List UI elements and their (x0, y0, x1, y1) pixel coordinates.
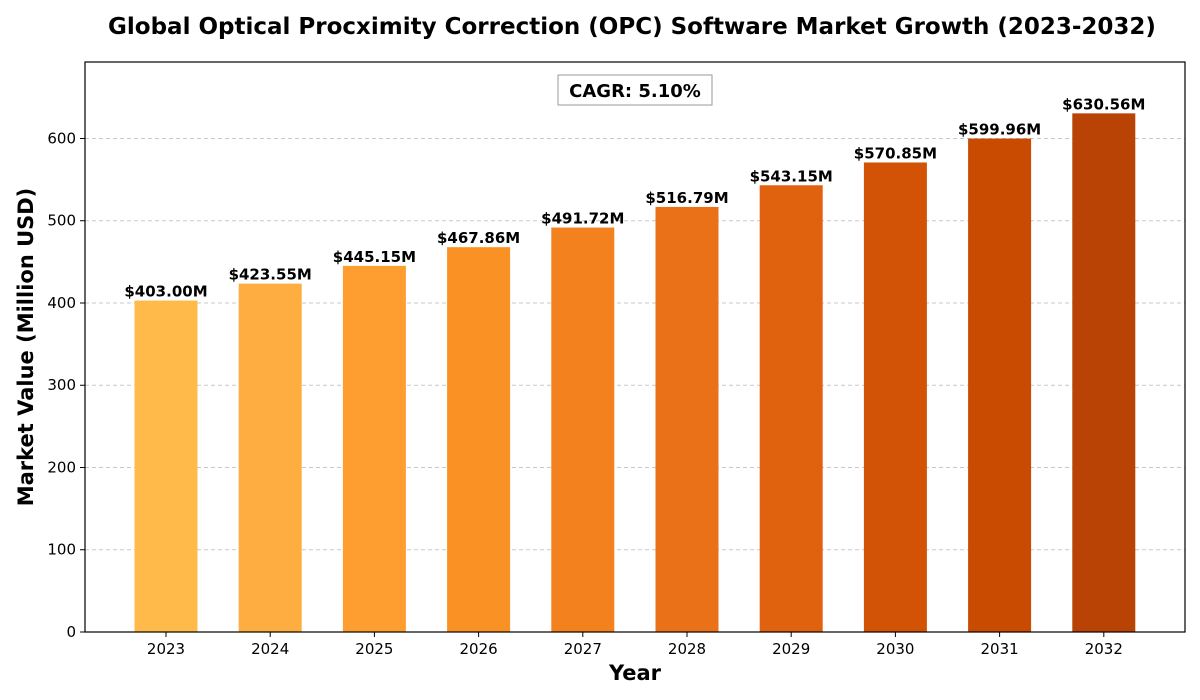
data-label-2028: $516.79M (645, 189, 728, 207)
x-axis-label: Year (608, 661, 662, 685)
bar-2024 (238, 283, 302, 632)
x-tick-label-2026: 2026 (460, 640, 498, 658)
x-tick-label-2025: 2025 (355, 640, 393, 658)
x-tick-label-2027: 2027 (564, 640, 602, 658)
bar-2031 (968, 138, 1032, 632)
data-label-2024: $423.55M (229, 266, 312, 284)
y-tick-label: 0 (66, 623, 76, 641)
y-tick-label: 400 (47, 294, 76, 312)
x-tick-label-2024: 2024 (251, 640, 289, 658)
bar-2027 (551, 227, 615, 632)
bar-2023 (134, 300, 198, 632)
y-tick-label: 300 (47, 376, 76, 394)
data-label-2026: $467.86M (437, 229, 520, 247)
y-tick-label: 200 (47, 458, 76, 476)
x-tick-label-2030: 2030 (876, 640, 914, 658)
data-label-2025: $445.15M (333, 248, 416, 266)
bars (134, 113, 1136, 633)
bar-2025 (342, 265, 406, 632)
x-tick-label-2031: 2031 (981, 640, 1019, 658)
x-tick-label-2032: 2032 (1085, 640, 1123, 658)
plot-frame (84, 61, 1186, 633)
bar-2029 (759, 185, 823, 633)
bar-2032 (1072, 113, 1136, 633)
x-tick-label-2023: 2023 (147, 640, 185, 658)
y-tick-label: 600 (47, 129, 76, 147)
cagr-label: CAGR: 5.10% (569, 81, 701, 102)
data-label-2031: $599.96M (958, 121, 1041, 139)
data-label-2029: $543.15M (750, 167, 833, 185)
cagr-box (557, 74, 713, 106)
x-tick-label-2029: 2029 (772, 640, 810, 658)
x-axis-ticks: 2023 2024 2025 2026 2027 2028 2029 2030 2031 2032 (147, 632, 1123, 658)
data-label-2023: $403.00M (124, 283, 207, 301)
bar-2030 (863, 162, 927, 632)
chart-title: Global Optical Procximity Correction (OP… (108, 14, 1156, 40)
y-axis-label: Market Value (Million USD) (14, 188, 38, 507)
cagr-annotation: CAGR: 5.10% (557, 74, 713, 106)
y-axis-ticks: 0 100 200 300 400 500 600 (47, 129, 85, 641)
data-label-2027: $491.72M (541, 210, 624, 228)
data-label-2030: $570.85M (854, 144, 937, 162)
y-tick-label: 100 (47, 541, 76, 559)
y-tick-label: 500 (47, 212, 76, 230)
bar-2028 (655, 206, 719, 632)
x-tick-label-2028: 2028 (668, 640, 706, 658)
data-label-2032: $630.56M (1062, 95, 1145, 113)
data-labels: $403.00M $423.55M $445.15M $467.86M $491.72M… (124, 95, 1145, 300)
bar-2026 (447, 247, 511, 632)
